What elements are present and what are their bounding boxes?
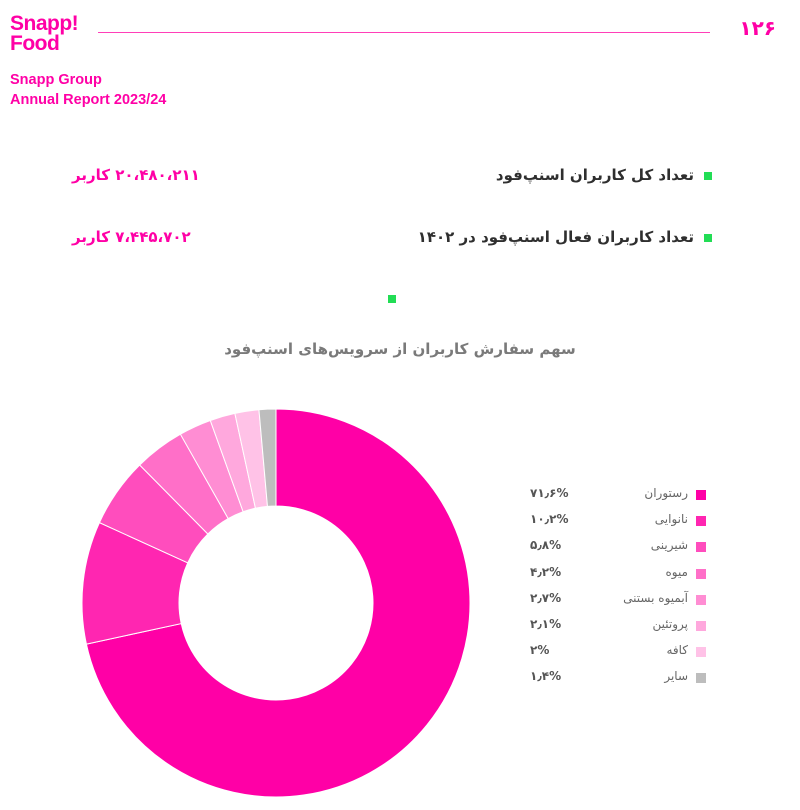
header-divider	[98, 32, 710, 33]
legend-item: ۵٫۸% شیرینی	[520, 536, 710, 562]
green-bullet-icon	[388, 295, 396, 303]
legend-swatch	[696, 568, 706, 579]
stat-label-text: تعداد کاربران فعال اسنپ‌فود در ۱۴۰۲	[417, 228, 694, 246]
legend-value: ۲%	[530, 643, 550, 658]
green-bullet-icon	[704, 233, 712, 242]
legend-item: ۲٫۱% پروتئین	[520, 615, 710, 641]
logo-line-2: Food	[10, 32, 60, 55]
legend-item: ۷۱٫۶% رستوران	[520, 484, 710, 510]
legend-label: نانوایی	[654, 512, 688, 527]
snappfood-logo: Snapp! Food	[10, 12, 79, 55]
legend-item: ۲٫۷% آبمیوه بستنی	[520, 589, 710, 615]
legend-item: ۱٫۴% سایر	[520, 667, 710, 693]
legend-swatch	[696, 620, 706, 631]
legend-value: ۲٫۱%	[530, 616, 562, 631]
legend-label: شیرینی	[650, 538, 688, 553]
legend-label: رستوران	[644, 486, 688, 500]
legend-label: میوه	[665, 564, 688, 579]
legend-label: آبمیوه بستنی	[623, 590, 688, 605]
donut-slice-0	[85, 408, 471, 798]
org-name: Snapp Group	[10, 72, 102, 88]
page-number: ۱۲۶	[739, 16, 776, 40]
stat-label-text: تعداد کل کاربران اسنپ‌فود	[495, 166, 694, 184]
report-heading: Snapp Group Annual Report 2023/24	[10, 70, 166, 110]
legend-swatch	[696, 516, 706, 527]
chart-title: سهم سفارش کاربران از سرویس‌های اسنپ‌فود	[224, 340, 576, 358]
legend-value: ۷۱٫۶%	[530, 486, 569, 500]
legend-value: ۴٫۲%	[530, 564, 562, 579]
legend-swatch	[696, 673, 706, 684]
legend-item: ۲% کافه	[520, 641, 710, 667]
legend-swatch	[696, 542, 706, 553]
logo-line-1: Snapp!	[10, 12, 79, 35]
legend-label: پروتئین	[652, 616, 688, 631]
stat-total-users-value: ۲۰،۴۸۰،۲۱۱ کاربر	[72, 166, 200, 184]
legend-value: ۱٫۴%	[530, 669, 562, 684]
legend-label: سایر	[664, 669, 688, 684]
legend-value: ۱۰٫۲%	[530, 512, 569, 527]
legend-value: ۵٫۸%	[530, 538, 562, 553]
legend-swatch	[696, 594, 706, 605]
legend-item: ۱۰٫۲% نانوایی	[520, 510, 710, 536]
legend-item: ۴٫۲% میوه	[520, 563, 710, 589]
chart-legend: ۷۱٫۶% رستوران ۱۰٫۲% نانوایی ۵٫۸% شیرینی ۴٫۲% می…	[520, 484, 710, 694]
legend-swatch	[696, 647, 706, 658]
stat-active-users-label: تعداد کاربران فعال اسنپ‌فود در ۱۴۰۲	[418, 228, 712, 246]
legend-value: ۲٫۷%	[530, 590, 562, 605]
legend-label: کافه	[666, 643, 688, 658]
legend-swatch	[696, 490, 706, 500]
report-title: Annual Report 2023/24	[10, 92, 167, 108]
stat-total-users-label: تعداد کل کاربران اسنپ‌فود	[496, 166, 712, 184]
green-bullet-icon	[704, 171, 712, 180]
donut-slice-7	[258, 408, 277, 507]
stat-active-users-value: ۷،۴۴۵،۷۰۲ کاربر	[72, 228, 191, 246]
